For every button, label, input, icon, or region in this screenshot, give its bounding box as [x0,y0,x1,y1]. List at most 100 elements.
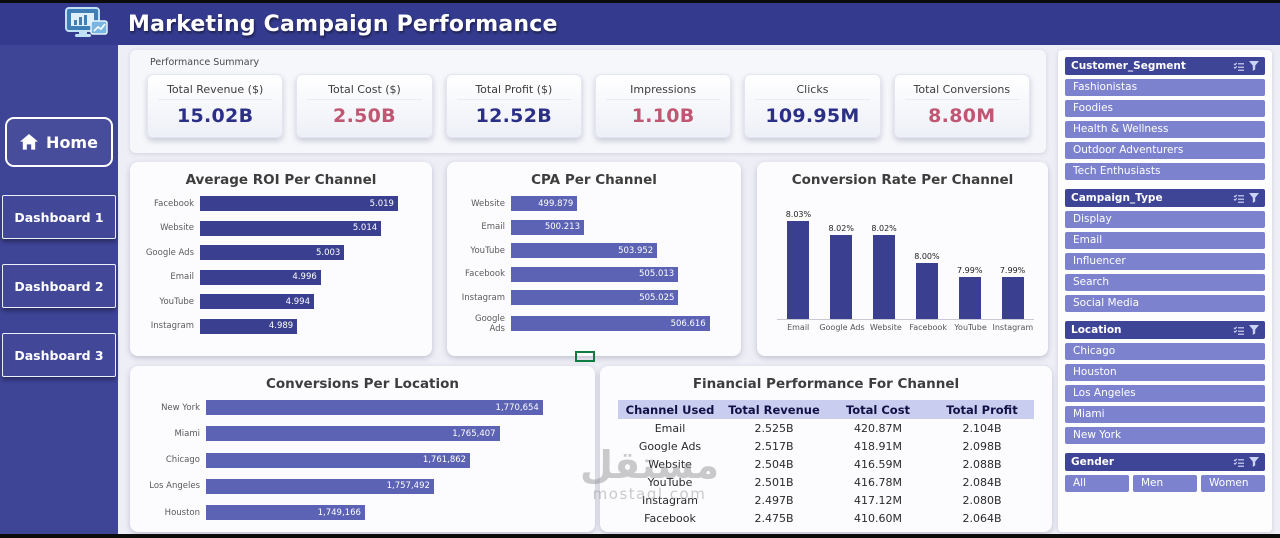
app-header: Marketing Campaign Performance [0,3,1280,45]
bar-track: 503.952 [511,243,727,259]
bar[interactable]: 505.025 [511,290,679,306]
column: 7.99% [948,266,991,319]
kpi-value: 1.10B [631,105,695,127]
filter-icon[interactable] [1249,61,1259,71]
slicer-option-social-media[interactable]: Social Media [1065,295,1265,312]
bar[interactable]: 5.014 [200,220,382,236]
bar[interactable]: 1,749,166 [206,505,365,520]
bar[interactable]: 505.013 [511,266,679,282]
category-label: Google Ads [819,323,865,332]
slicer-option-search[interactable]: Search [1065,274,1265,291]
value-label: 8.03% [785,210,812,219]
value-label: 506.616 [670,318,706,329]
home-label: Home [46,132,98,152]
bar[interactable]: 4.994 [200,294,314,310]
bar-track: 505.025 [511,290,727,306]
slicer-option-email[interactable]: Email [1065,232,1265,249]
value-label: 505.025 [639,292,675,303]
bar[interactable]: 4.996 [200,269,321,285]
bar[interactable]: 506.616 [511,316,710,332]
table-cell: Facebook [644,511,696,525]
bar[interactable] [830,235,853,319]
value-label: 1,770,654 [495,402,539,413]
slicer-options: All Men Women [1065,475,1265,492]
slicer-option-display[interactable]: Display [1065,211,1265,228]
conversions-location-bar-chart: New York 1,770,654 Miami 1,765,407 Chicago 1,… [142,400,579,520]
bar-row: Los Angeles 1,757,492 [142,478,579,494]
value-label: 1,761,862 [422,455,467,465]
bar-row: Email 4.996 [140,269,418,285]
filter-icon[interactable] [1249,193,1259,203]
select-items-icon[interactable] [1233,326,1244,335]
roi-chart-card: Average ROI Per Channel Facebook 5.019 Web… [130,162,432,356]
bar[interactable] [873,235,896,319]
bar-track: 5.019 [200,196,418,211]
bar-row: Instagram 4.989 [140,318,418,334]
column-header[interactable]: Total Revenue [722,400,826,419]
slicer-option-new-york[interactable]: New York [1065,427,1265,444]
slicer-option-outdoor-adventurers[interactable]: Outdoor Adventurers [1065,142,1265,159]
slicer-option-los-angeles[interactable]: Los Angeles [1065,385,1265,402]
filter-icon[interactable] [1249,325,1259,335]
bar[interactable]: 503.952 [511,243,658,259]
table-cell: 2.504B [754,457,794,471]
slicer-option-health-wellness[interactable]: Health & Wellness [1065,121,1265,138]
bar[interactable]: 1,757,492 [206,478,434,494]
sidebar-button-dashboard-1[interactable]: Dashboard 1 [2,195,116,239]
value-label: 8.00% [914,252,940,261]
select-items-icon[interactable] [1233,62,1244,71]
slicer-title: Campaign_Type [1071,192,1163,204]
cpa-bar-chart: Website 499.879 Email 500.213 YouTube 503.952… [457,196,727,334]
bar[interactable]: 1,761,862 [206,452,471,468]
slicer-option-chicago[interactable]: Chicago [1065,343,1265,360]
select-items-icon[interactable] [1233,194,1244,203]
slicer-option-women[interactable]: Women [1201,475,1265,492]
column-category-labels: Email Google Ads Website Facebook YouTube Ins… [777,323,1034,332]
bar-track: 499.879 [511,196,727,211]
slicer-option-fashionistas[interactable]: Fashionistas [1065,79,1265,96]
bar[interactable] [915,263,938,319]
slicer-option-all[interactable]: All [1065,475,1129,492]
slicer-header-icons [1233,61,1259,71]
bar[interactable] [958,277,981,319]
bar[interactable] [1001,277,1024,319]
home-button[interactable]: Home [5,117,113,167]
bar[interactable]: 499.879 [511,196,578,211]
financial-table: Channel Used Total Revenue Total Cost Total… [618,400,1034,527]
sidebar-button-dashboard-2[interactable]: Dashboard 2 [2,264,116,308]
bar[interactable]: 5.003 [200,245,345,261]
dashboard-monitor-icon [64,6,110,42]
bar[interactable]: 500.213 [511,219,584,235]
bar[interactable]: 1,770,654 [206,400,543,415]
filter-icon[interactable] [1249,457,1259,467]
select-items-icon[interactable] [1233,458,1244,467]
column-header[interactable]: Total Profit [930,400,1034,419]
bar[interactable]: 5.019 [200,196,398,211]
table-cell: 2.064B [962,511,1002,525]
sidebar-button-dashboard-3[interactable]: Dashboard 3 [2,333,116,377]
slicer-option-tech-enthusiasts[interactable]: Tech Enthusiasts [1065,163,1265,180]
value-label: 7.99% [999,266,1026,275]
column-header[interactable]: Channel Used [618,400,722,419]
slicer-option-influencer[interactable]: Influencer [1065,253,1265,270]
table-row: YouTube 2.501B 416.78M 2.084B [618,473,1034,491]
category-label: Google Ads [145,247,194,258]
slicer-option-foodies[interactable]: Foodies [1065,100,1265,117]
table-row: Website 2.504B 416.59M 2.088B [618,455,1034,473]
bar[interactable]: 1,765,407 [206,426,500,442]
bar-track: 1,757,492 [206,478,579,494]
slicer-option-men[interactable]: Men [1133,475,1197,492]
bar[interactable] [787,221,810,319]
slicer-option-houston[interactable]: Houston [1065,364,1265,381]
category-label: Instagram [150,321,194,332]
bar-row: Instagram 505.025 [457,290,727,306]
table-row: Email 2.525B 420.87M 2.104B [618,419,1034,437]
bar-row: Facebook 5.019 [140,196,418,211]
screen-edge-bottom [0,534,1280,538]
table-cell: 2.088B [962,457,1002,471]
category-label: Los Angeles [149,481,200,492]
slicer-option-miami[interactable]: Miami [1065,406,1265,423]
table-cell: Google Ads [638,439,702,453]
bar[interactable]: 4.989 [200,318,298,334]
column-header[interactable]: Total Cost [826,400,930,419]
